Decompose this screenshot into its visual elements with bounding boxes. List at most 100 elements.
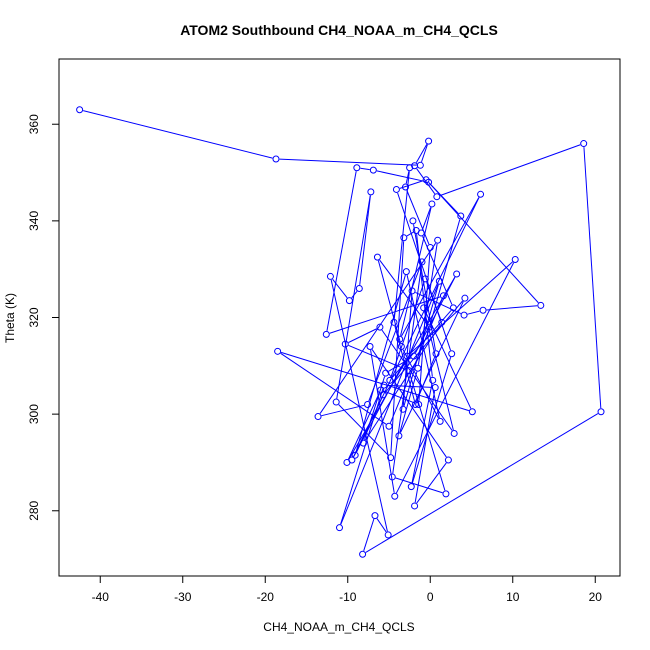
series-line-segment: [319, 242, 437, 414]
series-line-segment: [401, 197, 480, 337]
data-point: [392, 185, 400, 193]
data-point: [351, 451, 359, 459]
chart-title: ATOM2 Southbound CH4_NOAA_m_CH4_QCLS: [180, 22, 498, 38]
data-point: [432, 350, 440, 358]
series-line-segment: [280, 352, 387, 425]
data-point: [477, 190, 485, 198]
data-point: [431, 384, 439, 392]
data-point: [390, 318, 398, 326]
data-point: [420, 304, 428, 312]
x-tick-label: -20: [257, 590, 275, 604]
data-point: [373, 253, 381, 261]
data-point: [353, 164, 361, 172]
series-line-segment: [411, 383, 433, 484]
data-point: [359, 550, 367, 558]
series-line-segment: [421, 207, 432, 230]
data-point: [386, 376, 394, 384]
series-line-segment: [348, 276, 456, 460]
series-line-segment: [414, 391, 436, 503]
data-point: [391, 492, 399, 500]
series-line-segment: [399, 180, 423, 189]
x-tick-label: 0: [427, 590, 434, 604]
series-line-segment: [406, 231, 414, 237]
series-line-segment: [364, 325, 441, 441]
data-point: [382, 369, 390, 377]
data-point: [444, 456, 452, 464]
x-tick-label: -30: [174, 590, 192, 604]
data-point: [322, 330, 330, 338]
data-point: [450, 429, 458, 437]
series-line-segment: [371, 349, 447, 458]
data-point: [438, 318, 446, 326]
series-line-segment: [381, 329, 453, 431]
series-line-segment: [440, 144, 581, 196]
series-line-segment: [395, 477, 443, 494]
series-line-segment: [340, 284, 439, 525]
data-point: [425, 178, 433, 186]
data-point: [332, 398, 340, 406]
series-line-segment: [376, 518, 387, 533]
series-line-segment: [395, 262, 515, 494]
data-point: [597, 408, 605, 416]
series-line-segment: [424, 311, 454, 431]
data-point: [448, 350, 456, 358]
series-line-segment: [82, 110, 273, 159]
data-point: [371, 512, 379, 520]
series-line-segment: [486, 305, 538, 311]
series-line-segment: [387, 384, 432, 388]
data-point: [414, 364, 422, 372]
data-point: [274, 347, 282, 355]
series-line-segment: [394, 325, 415, 402]
data-point: [407, 483, 415, 491]
data-point: [402, 183, 409, 191]
data-point: [425, 137, 433, 145]
series-line-segment: [411, 357, 452, 484]
series-line-segment: [416, 356, 436, 402]
data-point: [367, 188, 375, 196]
data-point: [425, 323, 433, 331]
series-line-segment: [379, 259, 428, 325]
series-line-segment: [329, 296, 441, 334]
data-point: [326, 272, 334, 280]
data-point: [395, 432, 403, 440]
y-axis: 280 300 320 340 360: [27, 114, 60, 521]
series-line-segment: [370, 349, 395, 493]
series-line-segment: [336, 195, 371, 399]
series-line-segment: [415, 144, 428, 163]
data-point: [433, 193, 441, 201]
series-line-segment: [365, 413, 599, 553]
series-line-segment: [467, 310, 480, 315]
data-point: [76, 106, 84, 114]
x-tick-label: 20: [589, 590, 603, 604]
x-tick-label: -40: [92, 590, 110, 604]
series-line-segment: [360, 167, 370, 171]
data-point: [405, 367, 413, 375]
series-line-segment: [347, 393, 380, 460]
y-tick-label: 300: [27, 404, 41, 424]
series-line-segment: [402, 294, 413, 406]
data-point: [410, 352, 418, 360]
data-point: [399, 405, 407, 413]
data-point: [460, 311, 468, 319]
y-axis-label: Theta (K): [3, 293, 17, 343]
data-point: [415, 400, 423, 408]
data-point: [400, 234, 408, 242]
data-point: [435, 277, 443, 285]
data-point: [377, 386, 385, 394]
data-point: [376, 323, 384, 331]
data-point: [408, 287, 416, 295]
data-point: [436, 417, 444, 425]
data-point: [411, 400, 419, 408]
data-point: [411, 502, 419, 510]
data-point: [366, 342, 374, 350]
data-point: [364, 400, 372, 408]
data-point: [580, 140, 588, 148]
series-line-segment: [390, 241, 405, 455]
data-point: [369, 166, 377, 174]
series-line-segment: [355, 274, 406, 452]
data-point: [428, 200, 436, 208]
series-line-segment: [583, 147, 602, 409]
data-point: [406, 164, 414, 172]
data-point: [439, 292, 447, 300]
series-line-segment: [397, 192, 452, 351]
